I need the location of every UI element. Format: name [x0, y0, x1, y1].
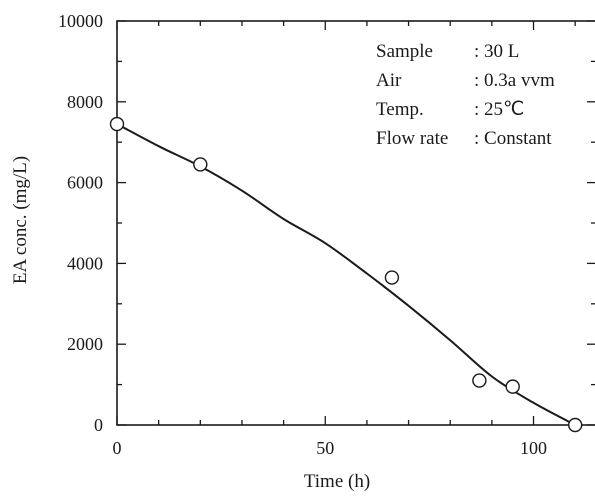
- annotation-box: Sample : 30 L Air : 0.3a vvm Temp. : 25℃ Flow …: [376, 41, 555, 149]
- x-axis-label: Time (h): [304, 471, 370, 492]
- annotation-key: Air: [376, 70, 402, 91]
- fit-curve: [116, 123, 576, 426]
- axis-labels: Time (h) EA conc. (mg/L): [10, 156, 370, 492]
- y-tick-label: 8000: [67, 92, 103, 112]
- x-tick-label: 100: [520, 438, 547, 458]
- data-points: [109, 116, 583, 433]
- x-tick-label: 50: [316, 438, 334, 458]
- data-point: [505, 379, 520, 394]
- y-axis-label: EA conc. (mg/L): [10, 156, 31, 284]
- data-point: [472, 373, 487, 388]
- ticks: 0 50 100 0 2000 4000 6000 8000 10000: [58, 11, 595, 458]
- annotation-value: : Constant: [474, 128, 552, 149]
- annotation-key: Sample: [376, 41, 433, 62]
- data-point: [384, 270, 400, 285]
- annotation-key: Temp.: [376, 99, 424, 120]
- y-tick-label: 2000: [67, 334, 103, 354]
- data-point: [193, 157, 208, 172]
- annotation-value: : 25℃: [474, 99, 524, 120]
- annotation-key: Flow rate: [376, 128, 448, 149]
- y-tick-label: 0: [94, 415, 103, 435]
- fit-curve-layer: [116, 123, 576, 426]
- data-point: [567, 417, 583, 433]
- y-tick-label: 10000: [58, 11, 103, 31]
- annotation-value: : 30 L: [474, 41, 519, 62]
- y-tick-label: 4000: [67, 253, 103, 273]
- data-point: [109, 116, 125, 132]
- x-tick-label: 0: [113, 438, 122, 458]
- annotation-value: : 0.3a vvm: [474, 70, 555, 91]
- y-tick-label: 6000: [67, 173, 103, 193]
